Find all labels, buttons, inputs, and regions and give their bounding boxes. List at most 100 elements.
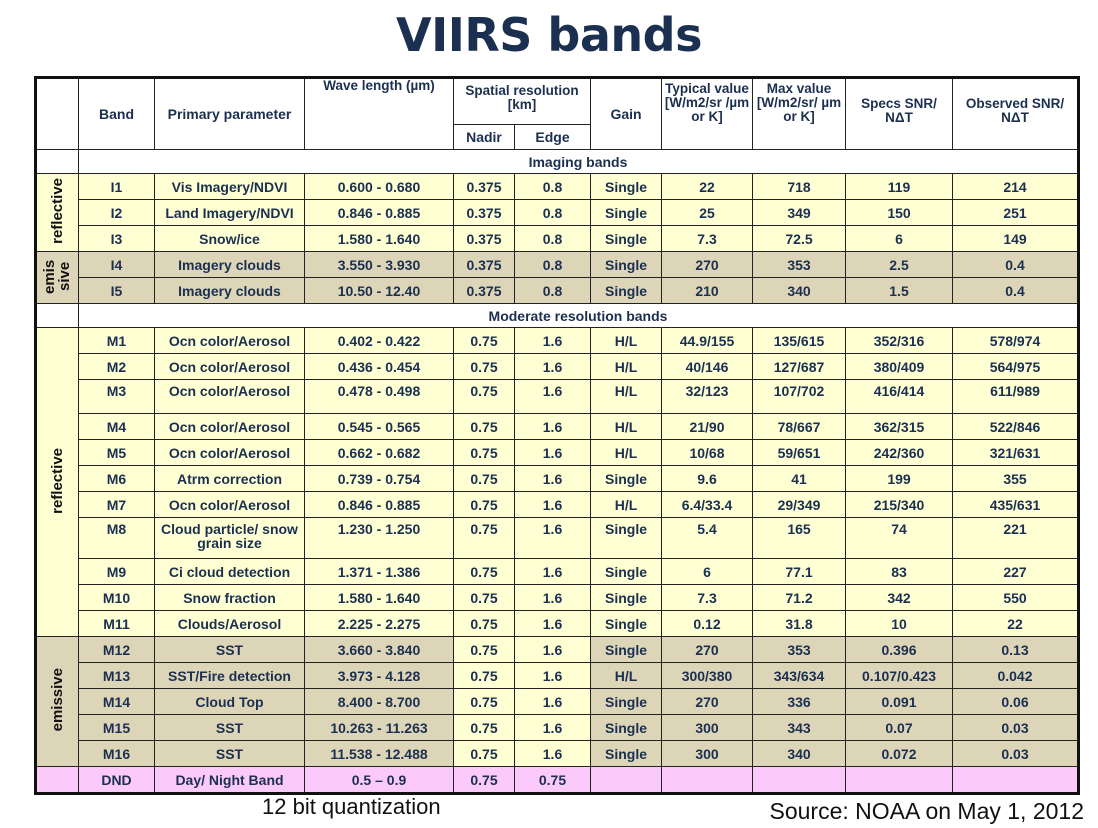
page-title: VIIRS bands (396, 8, 702, 62)
cell-gain: Single (590, 740, 662, 767)
cell-observed: 564/975 (952, 353, 1079, 380)
cell-max: 107/702 (752, 379, 846, 414)
cell-edge: 1.6 (514, 491, 591, 518)
cell-gain: Single (590, 584, 662, 611)
cell-edge: 0.8 (514, 225, 591, 252)
cell-param: Atrm correction (154, 465, 305, 492)
cell-edge: 1.6 (514, 379, 591, 414)
cell-edge: 1.6 (514, 740, 591, 767)
cell-param: Land Imagery/NDVI (154, 199, 305, 226)
cell-specs: 6 (845, 225, 953, 252)
cell-band: I1 (78, 173, 155, 200)
cell-param: SST (154, 636, 305, 663)
cell-gain: Single (590, 199, 662, 226)
cell-gain: H/L (590, 662, 662, 689)
cell-typical: 25 (661, 199, 753, 226)
cell-nadir: 0.375 (453, 199, 515, 226)
cell-specs: 0.396 (845, 636, 953, 663)
cell-param: Day/ Night Band (154, 766, 305, 794)
table-row: M9 Ci cloud detection 1.371 - 1.386 0.75… (35, 558, 1079, 585)
cell-wavelength: 0.436 - 0.454 (304, 353, 454, 380)
cell-nadir: 0.375 (453, 173, 515, 200)
table-row: M13 SST/Fire detection 3.973 - 4.128 0.7… (35, 662, 1079, 689)
cell-param: Ocn color/Aerosol (154, 353, 305, 380)
cell-param: SST/Fire detection (154, 662, 305, 689)
cell-edge: 1.6 (514, 353, 591, 380)
cell-typical: 32/123 (661, 379, 753, 414)
cell-nadir: 0.75 (453, 379, 515, 414)
cell-edge: 0.8 (514, 173, 591, 200)
cell-gain: Single (590, 636, 662, 663)
cell-band: I3 (78, 225, 155, 252)
table-row: I2 Land Imagery/NDVI 0.846 - 0.885 0.375… (35, 199, 1079, 226)
cell-param: Snow fraction (154, 584, 305, 611)
cell-max: 31.8 (752, 610, 846, 637)
cell-observed: 221 (952, 517, 1079, 559)
cell-band: M8 (78, 517, 155, 559)
cell-edge: 1.6 (514, 636, 591, 663)
table-row: emissive M12 SST 3.660 - 3.840 0.75 1.6 … (35, 636, 1079, 767)
cell-gain: H/L (590, 491, 662, 518)
cell-typical: 210 (661, 277, 753, 304)
cell-gain: Single (590, 517, 662, 559)
cell-specs: 1.5 (845, 277, 953, 304)
cell-max: 72.5 (752, 225, 846, 252)
cell-band: I4 (78, 251, 155, 278)
cell-nadir: 0.75 (453, 517, 515, 559)
cell-wavelength: 10.50 - 12.40 (304, 277, 454, 304)
cell-observed: 22 (952, 610, 1079, 637)
cell-band: M10 (78, 584, 155, 611)
cell-param: Imagery clouds (154, 277, 305, 304)
cell-typical: 22 (661, 173, 753, 200)
cell-nadir: 0.75 (453, 766, 515, 794)
cell-nadir: 0.75 (453, 558, 515, 585)
cell-edge: 0.8 (514, 277, 591, 304)
section-imaging-bands: Imaging bands (78, 149, 1079, 174)
table-row: M14 Cloud Top 8.400 - 8.700 0.75 1.6 Sin… (35, 688, 1079, 715)
cell-nadir: 0.75 (453, 413, 515, 440)
cell-edge: 1.6 (514, 439, 591, 466)
header-primary-parameter: Primary parameter (154, 77, 305, 150)
cell-edge: 1.6 (514, 610, 591, 637)
cell-gain: Single (590, 277, 662, 304)
cell-wavelength: 0.846 - 0.885 (304, 199, 454, 226)
cell-typical: 300 (661, 714, 753, 741)
table-row: M7 Ocn color/Aerosol 0.846 - 0.885 0.75 … (35, 491, 1079, 518)
cell-observed: 611/989 (952, 379, 1079, 414)
cell-edge: 0.8 (514, 251, 591, 278)
cell-band: M13 (78, 662, 155, 689)
section-moderate-bands: Moderate resolution bands (78, 303, 1079, 328)
cell-wavelength: 0.402 - 0.422 (304, 327, 454, 354)
cell-wavelength: 0.5 – 0.9 (304, 766, 454, 794)
cell-edge: 1.6 (514, 558, 591, 585)
cell-observed: 0.06 (952, 688, 1079, 715)
cell-nadir: 0.75 (453, 662, 515, 689)
cell-band: I5 (78, 277, 155, 304)
cell-max: 336 (752, 688, 846, 715)
cell-max: 41 (752, 465, 846, 492)
cell-wavelength: 0.600 - 0.680 (304, 173, 454, 200)
cell-param: Ocn color/Aerosol (154, 491, 305, 518)
cell-wavelength: 3.973 - 4.128 (304, 662, 454, 689)
cell-wavelength: 11.538 - 12.488 (304, 740, 454, 767)
cell-nadir: 0.75 (453, 491, 515, 518)
cell-param: Vis Imagery/NDVI (154, 173, 305, 200)
header-typical-value: Typical value [W/m2/sr /µm or K] (661, 77, 753, 150)
cell-max: 71.2 (752, 584, 846, 611)
cell-param: Cloud Top (154, 688, 305, 715)
cell-specs: 150 (845, 199, 953, 226)
cell-gain: H/L (590, 439, 662, 466)
cell-wavelength: 3.550 - 3.930 (304, 251, 454, 278)
cell-gain: Single (590, 225, 662, 252)
cell-band: M5 (78, 439, 155, 466)
cell-nadir: 0.75 (453, 465, 515, 492)
cell-nadir: 0.375 (453, 251, 515, 278)
cell-observed: 321/631 (952, 439, 1079, 466)
cell-observed: 0.4 (952, 251, 1079, 278)
cell-max (752, 766, 846, 794)
cell-observed: 578/974 (952, 327, 1079, 354)
table-row: reflective I1 Vis Imagery/NDVI 0.600 - 0… (35, 173, 1079, 252)
cell-band: M14 (78, 688, 155, 715)
table-row-dnd: DND Day/ Night Band 0.5 – 0.9 0.75 0.75 (35, 766, 1079, 794)
cell-observed: 251 (952, 199, 1079, 226)
